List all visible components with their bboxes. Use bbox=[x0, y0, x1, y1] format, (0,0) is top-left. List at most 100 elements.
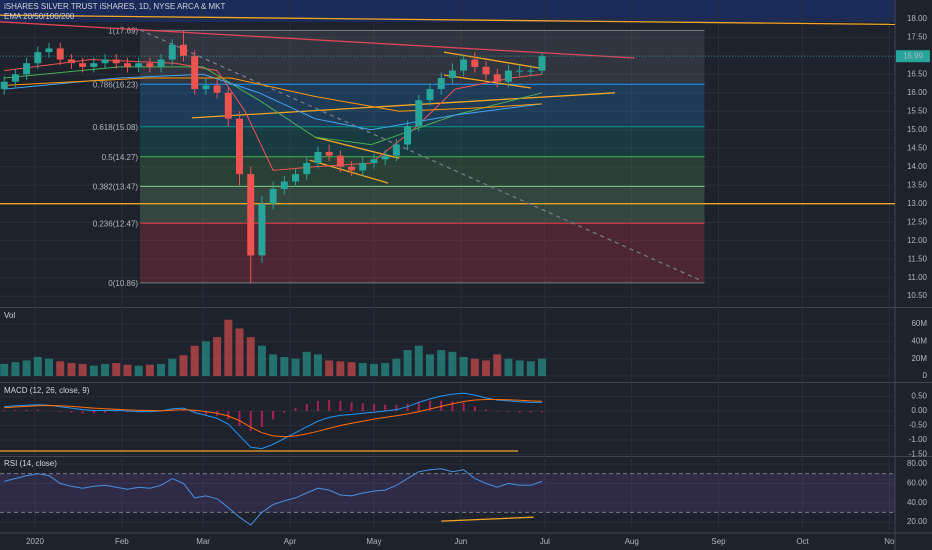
macd-histogram bbox=[384, 404, 387, 412]
candle-body bbox=[112, 59, 120, 64]
fib-label: 0.236(12.47) bbox=[93, 219, 139, 228]
y-tick-label: 0 bbox=[923, 371, 928, 380]
candle-body bbox=[437, 78, 445, 90]
macd-histogram bbox=[406, 403, 409, 412]
candle-body bbox=[493, 74, 501, 82]
fib-label: 0(10.86) bbox=[108, 279, 138, 288]
candle-body bbox=[471, 59, 479, 67]
volume-bar bbox=[78, 363, 87, 377]
y-tick-label: 0.00 bbox=[911, 406, 927, 415]
volume-bar bbox=[101, 363, 110, 377]
y-tick-label: 12.00 bbox=[907, 236, 928, 245]
candle-body bbox=[448, 70, 456, 79]
fib-band bbox=[140, 223, 705, 283]
candle-body bbox=[179, 44, 187, 56]
pane-title: MACD (12, 26, close, 9) bbox=[4, 386, 90, 395]
pane-title: RSI (14, close) bbox=[4, 459, 57, 468]
candle-body bbox=[348, 166, 356, 171]
candle-body bbox=[191, 55, 199, 90]
volume-bar bbox=[123, 364, 132, 377]
candle-body bbox=[527, 70, 535, 72]
x-tick-label: 2020 bbox=[26, 537, 44, 546]
volume-bar bbox=[257, 345, 266, 377]
candle-body bbox=[101, 59, 109, 64]
macd-histogram bbox=[70, 411, 73, 413]
volume-bar bbox=[392, 358, 401, 377]
macd-histogram bbox=[485, 409, 488, 412]
pane bbox=[0, 463, 895, 526]
y-tick-label: 14.50 bbox=[907, 143, 928, 152]
candle-body bbox=[426, 89, 434, 101]
fib-label: 0.786(16.23) bbox=[93, 80, 139, 89]
y-tick-label: 60.00 bbox=[907, 478, 928, 487]
y-tick-label: 80.00 bbox=[907, 459, 928, 468]
y-tick-label: 10.50 bbox=[907, 291, 928, 300]
trend-line bbox=[309, 159, 389, 184]
y-tick-label: 17.50 bbox=[907, 32, 928, 41]
candle-body bbox=[23, 63, 31, 75]
fib-label: 1(17.69) bbox=[108, 26, 138, 35]
candle-body bbox=[135, 63, 143, 67]
y-tick-label: 11.00 bbox=[908, 273, 928, 282]
volume-bar bbox=[224, 319, 233, 377]
candle-body bbox=[123, 63, 131, 67]
ema-line bbox=[4, 66, 543, 146]
y-tick-label: 40.00 bbox=[907, 498, 928, 507]
candle-body bbox=[213, 85, 221, 93]
trend-line bbox=[441, 516, 534, 522]
rsi-band bbox=[0, 473, 895, 513]
macd-histogram bbox=[316, 400, 319, 412]
macd-histogram bbox=[238, 411, 241, 427]
fib-band bbox=[140, 126, 705, 157]
volume-bar bbox=[269, 354, 278, 377]
candle-body bbox=[504, 70, 512, 82]
candle-body bbox=[303, 163, 311, 175]
candle-body bbox=[0, 81, 8, 90]
candle-body bbox=[325, 151, 333, 156]
macd-histogram bbox=[541, 411, 544, 413]
macd-histogram bbox=[260, 411, 263, 427]
candle-body bbox=[280, 181, 288, 189]
macd-histogram bbox=[428, 400, 431, 412]
indicator-line bbox=[4, 468, 543, 526]
volume-bar bbox=[336, 361, 345, 377]
y-tick-label: -1.00 bbox=[909, 435, 928, 444]
volume-bar bbox=[414, 345, 423, 377]
y-tick-label: 16.50 bbox=[907, 69, 928, 78]
candle-body bbox=[292, 174, 300, 182]
volume-bar bbox=[201, 341, 210, 377]
macd-histogram bbox=[305, 404, 308, 412]
volume-bar bbox=[493, 354, 502, 377]
x-tick-label: No bbox=[884, 537, 895, 546]
macd-histogram bbox=[372, 404, 375, 412]
volume-bar bbox=[459, 356, 468, 377]
volume-bar bbox=[190, 345, 199, 377]
macd-histogram bbox=[451, 401, 454, 412]
volume-bar bbox=[33, 356, 42, 377]
y-tick-label: 16.00 bbox=[907, 88, 928, 97]
volume-bar bbox=[470, 358, 479, 377]
macd-histogram bbox=[249, 411, 252, 431]
volume-bar bbox=[179, 355, 188, 377]
volume-bar bbox=[168, 358, 177, 377]
x-tick-label: Jul bbox=[540, 537, 550, 546]
macd-histogram bbox=[59, 411, 62, 412]
indicator-line bbox=[4, 399, 543, 438]
x-tick-label: Feb bbox=[115, 537, 129, 546]
y-tick-label: 15.50 bbox=[907, 106, 928, 115]
candle-body bbox=[146, 63, 154, 67]
y-tick-label: 20M bbox=[911, 354, 927, 363]
macd-histogram bbox=[182, 409, 185, 412]
x-tick-label: Sep bbox=[711, 537, 726, 546]
candle-body bbox=[168, 44, 176, 60]
candle-body bbox=[269, 188, 277, 204]
y-tick-label: 20.00 bbox=[907, 517, 928, 526]
volume-bar bbox=[403, 350, 412, 377]
trend-line bbox=[139, 29, 701, 281]
macd-histogram bbox=[283, 411, 286, 413]
fib-band bbox=[140, 84, 705, 127]
plot: 1(17.69) 0.786(16.23) 0.618(15.08) 0.5(14.2… bbox=[0, 0, 895, 530]
volume-bar bbox=[67, 363, 76, 377]
